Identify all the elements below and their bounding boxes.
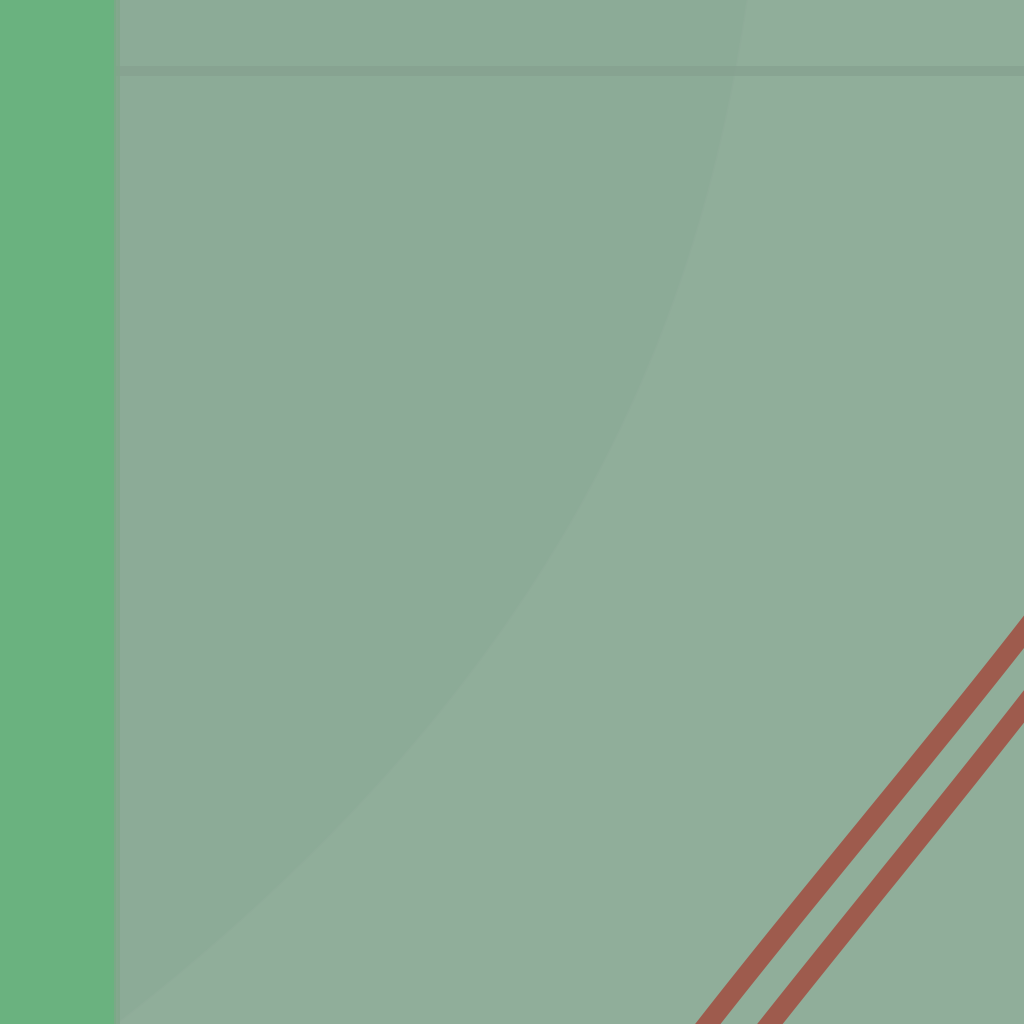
park-area [0, 0, 116, 1024]
boundary-line [0, 66, 1024, 76]
land-parcel-shaded [118, 0, 748, 1024]
park-edge [114, 0, 120, 1024]
rail-track-inner [757, 690, 1024, 1024]
rail-track-outer [695, 615, 1024, 1024]
parcel-edge-line [117, 0, 750, 1024]
